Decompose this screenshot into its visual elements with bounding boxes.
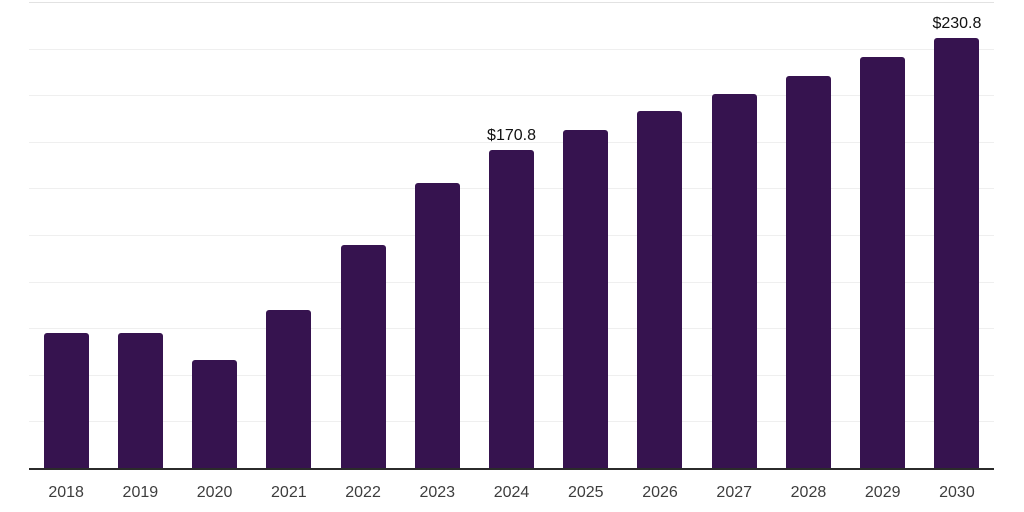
data-label-2024: $170.8 — [487, 126, 536, 144]
x-tick-label-2019: 2019 — [122, 484, 159, 501]
bar-slot-2025 — [549, 2, 623, 468]
bar-2018 — [43, 332, 89, 468]
bar-2024 — [489, 149, 535, 468]
bar-2028 — [785, 76, 831, 468]
bar-2020 — [192, 359, 238, 468]
bar-2029 — [860, 57, 906, 468]
bar-2021 — [266, 310, 312, 468]
x-tick-label-2030: 2030 — [939, 484, 975, 501]
bars-layer: $170.8 $230.8 — [29, 2, 994, 468]
bar-slot-2029 — [846, 2, 920, 468]
bar-2025 — [563, 130, 609, 468]
gridline — [29, 95, 994, 96]
bar-2023 — [414, 183, 460, 468]
bar-slot-2027 — [697, 2, 771, 468]
gridline — [29, 142, 994, 143]
bar-2026 — [637, 111, 683, 468]
gridline — [29, 49, 994, 50]
bar-slot-2022 — [326, 2, 400, 468]
x-tick-label-2024: 2024 — [493, 484, 530, 501]
bar-slot-2028 — [771, 2, 845, 468]
x-axis: 2018 2019 2020 2021 2022 2023 2024 2025 2026 2027… — [29, 484, 994, 501]
x-tick-label-2023: 2023 — [419, 484, 456, 501]
x-tick-label-2028: 2028 — [790, 484, 827, 501]
bar-slot-2030: $230.8 — [920, 2, 994, 468]
gridline — [29, 2, 994, 3]
bar-slot-2026 — [623, 2, 697, 468]
x-tick-label-2020: 2020 — [196, 484, 233, 501]
x-tick-label-2025: 2025 — [567, 484, 604, 501]
bar-2022 — [340, 244, 386, 468]
plot-area: $170.8 $230.8 — [29, 2, 994, 470]
bar-slot-2018 — [29, 2, 103, 468]
x-tick-label-2018: 2018 — [48, 484, 84, 501]
bar-2019 — [117, 332, 163, 468]
x-tick-label-2027: 2027 — [716, 484, 753, 501]
bar-slot-2020 — [177, 2, 251, 468]
x-tick-label-2022: 2022 — [345, 484, 381, 501]
bar-slot-2021 — [252, 2, 326, 468]
bar-slot-2019 — [103, 2, 177, 468]
x-tick-label-2021: 2021 — [271, 484, 307, 501]
bar-slot-2023 — [400, 2, 474, 468]
x-tick-label-2029: 2029 — [864, 484, 901, 501]
bar-2030 — [934, 37, 980, 468]
x-tick-label-2026: 2026 — [642, 484, 678, 501]
bar-2027 — [711, 93, 757, 468]
data-label-2030: $230.8 — [932, 14, 982, 32]
bar-slot-2024: $170.8 — [474, 2, 548, 468]
